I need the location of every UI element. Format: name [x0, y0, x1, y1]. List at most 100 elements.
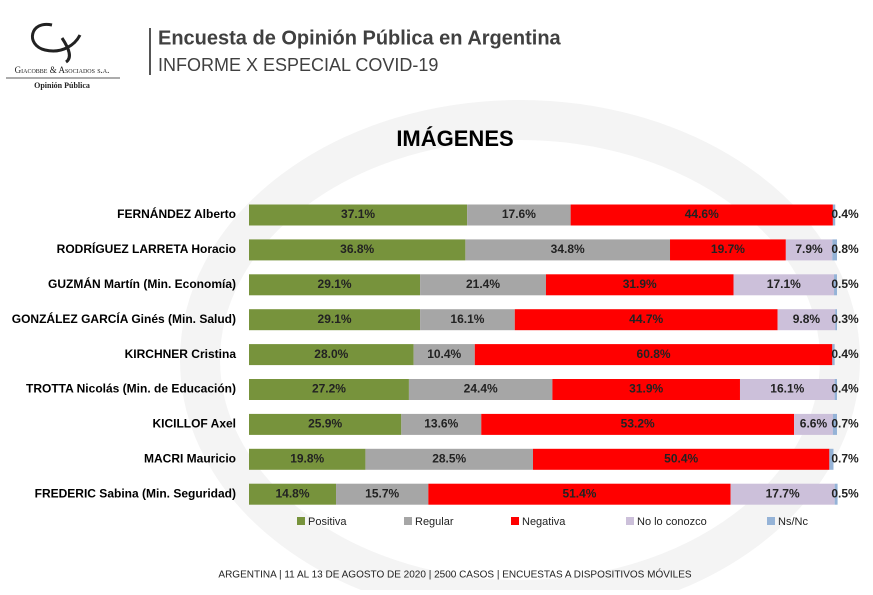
legend-label: Ns/Nc — [778, 516, 808, 528]
category-label: GONZÁLEZ GARCÍA Ginés (Min. Salud) — [12, 311, 236, 326]
footer: ARGENTINA | 11 AL 13 DE AGOSTO DE 2020 |… — [218, 568, 691, 581]
value-label: 29.1% — [318, 277, 352, 291]
bar-segment — [739, 379, 835, 400]
bar-segment — [428, 483, 731, 505]
bar-segment — [570, 204, 833, 226]
value-label: 34.8% — [551, 242, 585, 256]
value-label: 10.4% — [427, 347, 461, 361]
value-label: 29.1% — [318, 312, 352, 326]
category-label: FERNÁNDEZ Alberto — [117, 206, 236, 221]
category-label: RODRÍGUEZ LARRETA Horacio — [57, 241, 236, 256]
value-label: 28.5% — [432, 451, 466, 465]
bar-segment — [465, 239, 671, 261]
value-label: 28.0% — [314, 347, 348, 361]
legend-label: Regular — [415, 516, 454, 528]
bar-segment — [249, 379, 409, 400]
value-label: 0.8% — [831, 242, 859, 256]
plot: FERNÁNDEZ Alberto 37.1% 17.6% 44.6% 0.4% RODR… — [12, 204, 859, 528]
value-label: 7.9% — [795, 242, 823, 256]
bar-segment — [834, 274, 837, 296]
bar-segment — [514, 309, 778, 331]
bar-segment — [730, 483, 835, 505]
bar-segment — [733, 274, 835, 296]
legend-swatch — [767, 517, 775, 525]
value-label: 53.2% — [621, 417, 655, 431]
value-label: 50.4% — [664, 451, 698, 465]
bar-segment — [249, 448, 366, 470]
header-subtitle: INFORME X ESPECIAL COVID-19 — [158, 55, 438, 75]
bar-segment — [249, 483, 337, 505]
value-label: 0.4% — [831, 347, 859, 361]
value-label: 6.6% — [800, 417, 828, 431]
value-label: 9.8% — [793, 312, 821, 326]
value-label: 17.1% — [767, 277, 801, 291]
bar-segment — [552, 379, 740, 400]
watermark — [180, 100, 860, 595]
value-label: 0.4% — [831, 382, 859, 396]
value-label: 0.7% — [831, 451, 859, 465]
bar-segment — [336, 483, 429, 505]
value-label: 31.9% — [623, 277, 657, 291]
value-label: 60.8% — [637, 347, 671, 361]
value-label: 0.4% — [831, 207, 859, 221]
bar-segment — [670, 239, 786, 261]
value-label: 19.8% — [290, 451, 324, 465]
bar-segment — [365, 448, 534, 470]
legend-label: No lo conozco — [637, 516, 707, 528]
value-label: 0.3% — [831, 312, 859, 326]
value-label: 21.4% — [466, 277, 500, 291]
legend-swatch — [404, 517, 412, 525]
bar-segment — [249, 274, 421, 296]
legend-swatch — [626, 517, 634, 525]
bar-segment — [249, 309, 421, 331]
bar-segment — [834, 483, 838, 505]
category-label: TROTTA Nicolás (Min. de Educación) — [26, 382, 236, 396]
value-label: 44.7% — [629, 312, 663, 326]
value-label: 51.4% — [562, 486, 596, 500]
bar-segment — [249, 239, 466, 261]
bar-segment — [832, 239, 837, 261]
bar-segment — [777, 309, 836, 331]
value-label: 24.4% — [464, 382, 498, 396]
legend-label: Negativa — [522, 516, 566, 528]
value-label: 0.5% — [831, 486, 859, 500]
legend-swatch — [297, 517, 305, 525]
category-label: KIRCHNER Cristina — [125, 347, 237, 361]
company-tagline: Opinión Pública — [34, 81, 90, 90]
bar-segment — [794, 413, 833, 435]
bar-segment — [467, 204, 571, 226]
company-name: Giacobbe & Asociados s.a. — [15, 65, 110, 75]
value-label: 17.6% — [502, 207, 536, 221]
bar-segment — [832, 204, 836, 226]
bar-segment — [481, 413, 795, 435]
bar-segment — [474, 344, 833, 366]
value-label: 37.1% — [341, 207, 375, 221]
bar-segment — [832, 344, 835, 366]
bar-segment — [834, 379, 837, 400]
header-title: Encuesta de Opinión Pública en Argentina — [158, 27, 562, 49]
value-label: 25.9% — [308, 417, 342, 431]
category-label: MACRI Mauricio — [144, 451, 236, 465]
value-label: 17.7% — [766, 486, 800, 500]
value-label: 13.6% — [424, 417, 458, 431]
value-label: 44.6% — [685, 207, 719, 221]
bar-segment — [408, 379, 553, 400]
bar-segment — [785, 239, 833, 261]
bar-segment — [413, 344, 475, 366]
value-label: 0.5% — [831, 277, 859, 291]
chart-title: IMÁGENES — [396, 126, 513, 151]
value-label: 19.7% — [711, 242, 745, 256]
value-label: 16.1% — [770, 382, 804, 396]
bar-segment — [249, 204, 468, 226]
bar-segment — [835, 309, 837, 331]
bar-segment — [249, 413, 402, 435]
value-label: 0.7% — [831, 417, 859, 431]
category-label: KICILLOF Axel — [152, 417, 236, 431]
value-label: 27.2% — [312, 382, 346, 396]
bar-segment — [832, 413, 837, 435]
bar-segment — [420, 274, 546, 296]
value-label: 36.8% — [340, 242, 374, 256]
bar-segment — [249, 344, 414, 366]
value-label: 31.9% — [629, 382, 663, 396]
